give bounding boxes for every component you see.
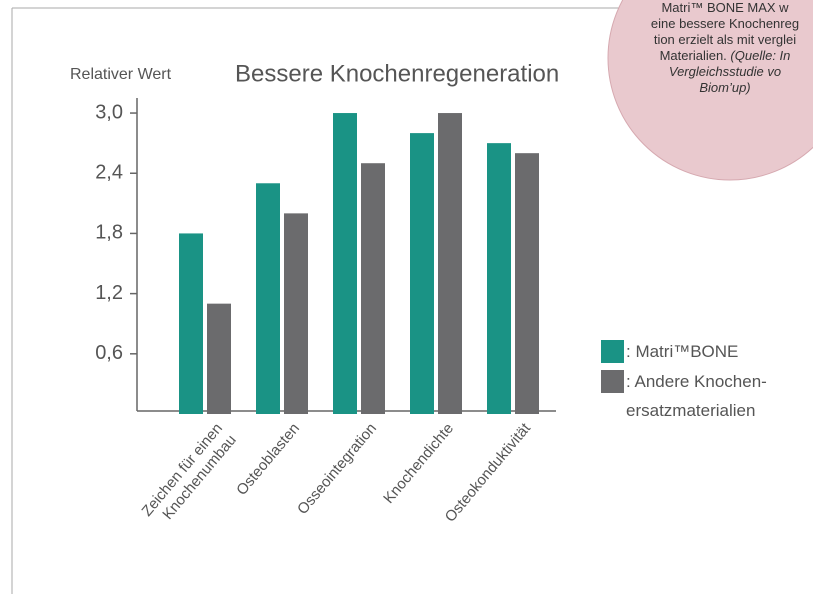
legend-swatch <box>601 370 624 393</box>
note-text: Materialien. <box>659 48 727 63</box>
note: Matri™ BONE MAX w eine bessere Knochenreg… <box>590 0 813 96</box>
chart-title: Bessere Knochenregeneration <box>235 60 559 87</box>
bar <box>410 133 434 414</box>
note-bubble <box>607 0 813 181</box>
legend-label: : Matri™BONE <box>626 342 739 361</box>
y-tick-label: 1,8 <box>95 222 123 244</box>
y-tick-label: 1,2 <box>95 282 123 304</box>
note-source: (Quelle: In <box>730 48 791 63</box>
y-axis-label: Relativer Wert <box>70 66 172 83</box>
y-tick-label: 3,0 <box>95 101 123 123</box>
bar <box>515 153 539 414</box>
note-source: Vergleichsstudie vo <box>668 64 782 79</box>
bar <box>333 113 357 415</box>
bar <box>207 303 231 414</box>
note-source: Biom’up) <box>699 80 751 95</box>
note-line: eine bessere Knochenreg <box>650 16 800 31</box>
bar <box>179 233 203 414</box>
y-tick-label: 0,6 <box>95 342 123 364</box>
bar <box>487 143 511 414</box>
note-line: tion erzielt als mit verglei <box>653 32 797 47</box>
legend-swatch <box>601 340 624 363</box>
note-line: Matri™ BONE MAX w <box>661 0 789 15</box>
y-tick-label: 2,4 <box>95 162 123 184</box>
bar <box>284 213 308 414</box>
bar <box>256 183 280 414</box>
legend-label: : Andere Knochen- ersatzmaterialien <box>626 372 767 420</box>
bar <box>361 163 385 414</box>
note-line: Materialien. (Quelle: In <box>590 48 813 64</box>
bar <box>438 113 462 415</box>
